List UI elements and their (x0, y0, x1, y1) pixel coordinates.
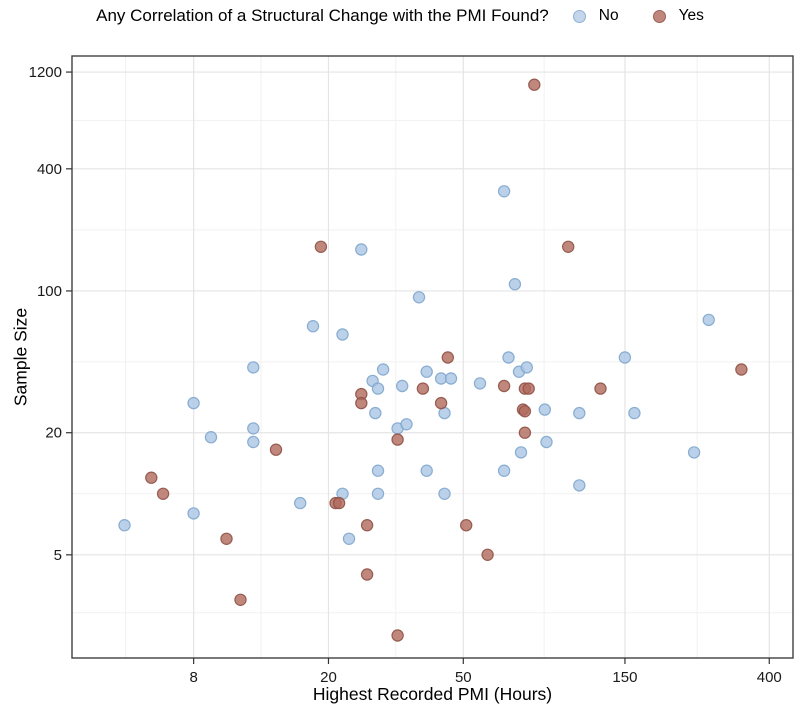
legend-label-no: No (598, 7, 619, 24)
x-tick-label: 50 (455, 669, 472, 686)
data-point-no (412, 291, 426, 304)
data-point-yes (528, 78, 541, 91)
data-point-yes (562, 240, 575, 253)
data-point-no (538, 403, 552, 416)
panel-border (71, 55, 794, 659)
data-point-yes (314, 240, 328, 253)
data-point-yes (416, 382, 430, 395)
data-point-no (355, 243, 368, 256)
data-point-no (294, 496, 307, 510)
data-point-yes (220, 532, 233, 546)
data-point-no (400, 418, 413, 431)
data-point-yes (145, 471, 158, 484)
data-point-no (247, 361, 260, 374)
x-tick-label: 20 (320, 669, 337, 686)
data-point-no (371, 382, 385, 395)
data-point-no (497, 464, 511, 477)
data-point-no (187, 507, 200, 520)
data-point-no (687, 446, 701, 459)
data-point-no (420, 365, 433, 378)
legend-item-no[interactable]: No (572, 7, 619, 25)
legend-dot-yes-icon (652, 9, 666, 23)
data-point-no (628, 406, 641, 420)
data-point-no (702, 313, 715, 327)
legend-item-yes[interactable]: Yes (652, 7, 704, 25)
data-point-no (502, 351, 515, 364)
y-tick-label: 1200 (29, 64, 62, 81)
y-axis-title: Sample Size (10, 307, 31, 407)
data-point-no (371, 487, 385, 500)
data-point-no (420, 464, 433, 477)
data-point-no (247, 435, 260, 449)
x-tick-label: 150 (612, 669, 637, 686)
data-point-no (618, 351, 632, 364)
data-point-no (247, 422, 260, 435)
data-point-no (118, 519, 131, 532)
data-point-yes (481, 548, 494, 562)
data-point-yes (522, 382, 535, 395)
data-point-yes (360, 568, 374, 581)
data-point-no (396, 379, 409, 393)
data-point-yes (391, 629, 404, 642)
data-point-yes (332, 496, 346, 510)
data-point-no (336, 328, 349, 341)
data-point-no (371, 464, 385, 477)
data-point-yes (355, 396, 368, 410)
y-tick-label: 100 (37, 283, 62, 300)
x-axis-title: Highest Recorded PMI (Hours) (312, 684, 553, 704)
data-point-no (187, 396, 200, 410)
data-point-yes (156, 487, 170, 500)
data-point-yes (234, 593, 247, 607)
data-point-no (438, 487, 451, 500)
data-point-no (369, 406, 382, 420)
x-tick-label: 400 (757, 669, 782, 686)
y-tick-label: 20 (45, 425, 62, 442)
x-tick-label: 8 (189, 669, 197, 686)
data-point-yes (269, 443, 283, 456)
data-point-no (520, 361, 534, 374)
legend-dot-no-icon (572, 9, 586, 23)
plot-panel (72, 56, 793, 658)
data-point-no (573, 479, 586, 492)
data-point-no (204, 431, 218, 444)
data-point-yes (360, 519, 374, 532)
data-point-yes (518, 405, 532, 418)
data-point-yes (594, 382, 607, 395)
data-point-yes (518, 426, 532, 439)
title-row: Any Correlation of a Structural Change w… (0, 6, 800, 26)
data-point-yes (434, 396, 448, 410)
data-point-no (573, 406, 586, 420)
y-tick-label: 5 (54, 547, 62, 564)
data-point-no (306, 320, 320, 333)
data-point-yes (497, 379, 511, 393)
y-tick-label: 400 (37, 161, 62, 178)
chart-title: Any Correlation of a Structural Change w… (96, 6, 549, 25)
data-point-no (508, 278, 522, 291)
data-point-no (342, 532, 356, 546)
data-point-no (514, 446, 528, 459)
legend-label-yes: Yes (678, 7, 704, 24)
data-point-no (376, 363, 390, 376)
data-point-yes (391, 433, 404, 446)
data-point-yes (460, 519, 473, 532)
data-point-no (497, 185, 511, 198)
legend: No Yes (572, 7, 704, 25)
data-point-no (444, 372, 458, 385)
data-point-no (473, 377, 487, 390)
data-point-yes (441, 351, 454, 364)
data-point-no (540, 435, 553, 449)
data-point-yes (735, 363, 748, 376)
